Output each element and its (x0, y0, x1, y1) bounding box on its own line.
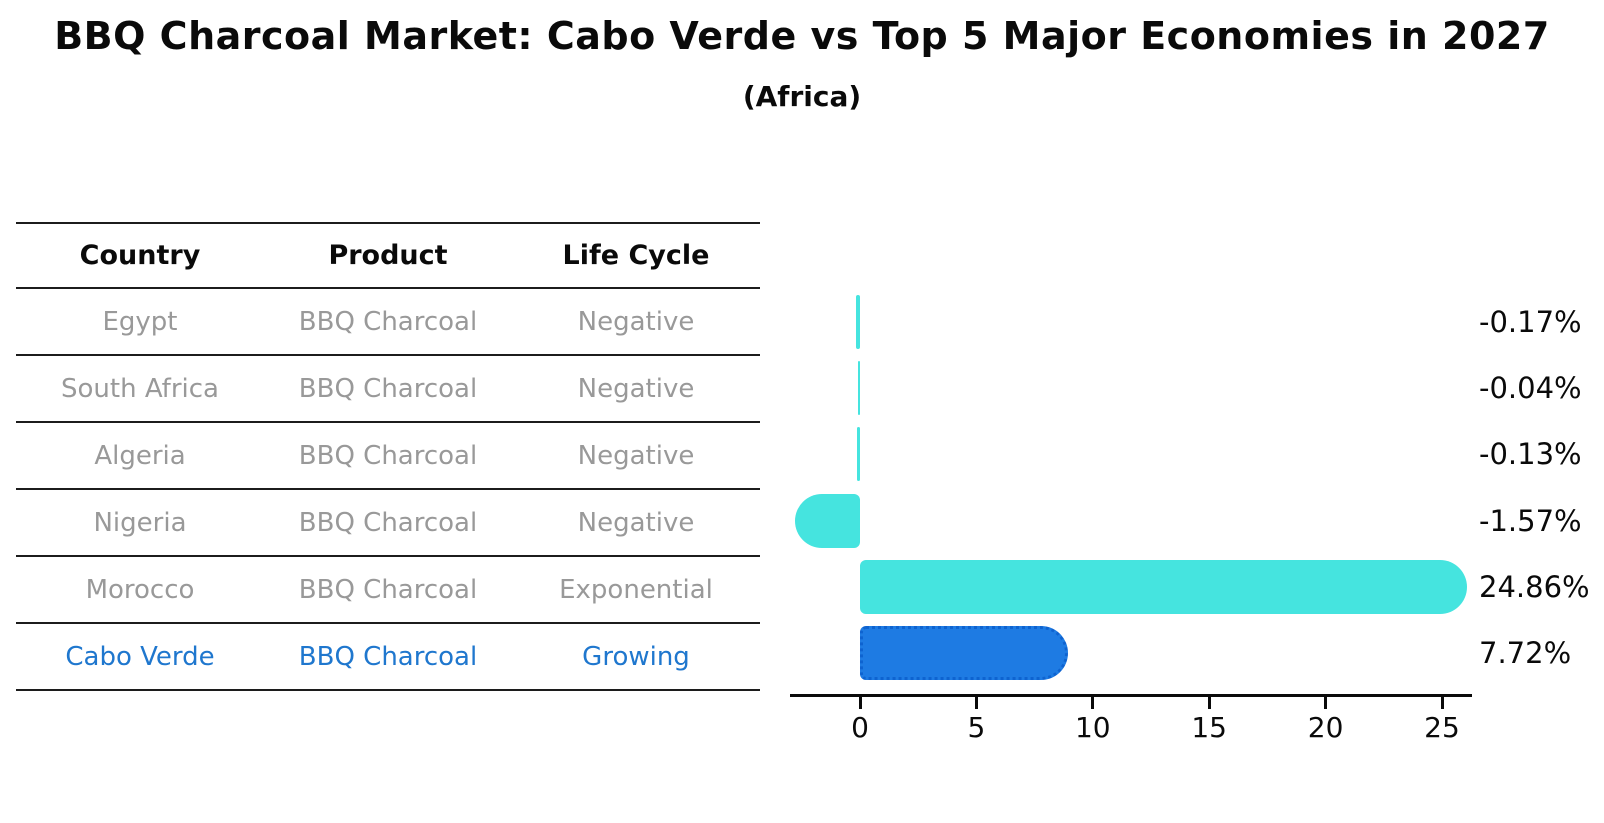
cell-life-cycle: Exponential (559, 574, 713, 605)
cell-life-cycle: Negative (577, 306, 695, 337)
x-axis-tick-label-25: 25 (1424, 711, 1460, 744)
cell-life-cycle: Negative (577, 373, 695, 404)
table-row-algeria: Algeria BBQ Charcoal Negative (16, 423, 760, 490)
bar-nigeria (795, 493, 860, 548)
cell-country: Cabo Verde (65, 641, 215, 672)
bar-value-label-south-africa: -0.04% (1479, 371, 1582, 406)
bar-morocco (860, 559, 1467, 614)
country-table: Country Product Life Cycle Egypt BBQ Char… (16, 222, 760, 691)
x-axis-tick-5 (974, 697, 978, 709)
bar-egypt (856, 295, 860, 349)
x-axis-tick-25 (1440, 697, 1444, 709)
cell-country: Nigeria (93, 507, 187, 538)
column-header-lifecycle: Life Cycle (562, 240, 710, 271)
cell-life-cycle: Growing (582, 641, 690, 672)
column-header-country: Country (79, 240, 201, 271)
bar-south-africa (858, 361, 860, 416)
x-axis-tick-label-20: 20 (1307, 711, 1344, 744)
table-header-row: Country Product Life Cycle (16, 222, 760, 289)
chart-subtitle: (Africa) (742, 80, 862, 113)
cell-product: BBQ Charcoal (298, 574, 478, 605)
cell-product: BBQ Charcoal (298, 306, 478, 337)
column-header-product: Product (328, 240, 448, 271)
table-row-south-africa: South Africa BBQ Charcoal Negative (16, 356, 760, 423)
table-row-nigeria: Nigeria BBQ Charcoal Negative (16, 490, 760, 557)
x-axis-tick-20 (1324, 697, 1328, 709)
cell-product: BBQ Charcoal (298, 641, 478, 672)
cell-product: BBQ Charcoal (298, 507, 478, 538)
x-axis-tick-label-5: 5 (967, 711, 986, 744)
bar-cabo-verde (860, 626, 1068, 680)
chart-title: BBQ Charcoal Market: Cabo Verde vs Top 5… (54, 14, 1550, 58)
cell-life-cycle: Negative (577, 440, 695, 471)
x-axis-tick-label-0: 0 (851, 711, 869, 744)
bar-value-label-nigeria: -1.57% (1479, 503, 1582, 538)
cell-country: South Africa (61, 373, 219, 404)
x-axis-tick-10 (1091, 697, 1095, 709)
bar-value-label-morocco: 24.86% (1479, 569, 1590, 604)
x-axis-tick-0 (858, 697, 862, 709)
cell-product: BBQ Charcoal (298, 373, 478, 404)
cell-country: Egypt (102, 306, 178, 337)
cell-life-cycle: Negative (577, 507, 695, 538)
bar-algeria (856, 427, 860, 482)
x-axis-line (790, 694, 1472, 697)
x-axis-tick-label-15: 15 (1191, 711, 1228, 744)
bar-value-label-egypt: -0.17% (1479, 305, 1582, 339)
bar-value-label-algeria: -0.13% (1479, 437, 1582, 472)
cell-country: Morocco (85, 574, 195, 605)
table-row-egypt: Egypt BBQ Charcoal Negative (16, 289, 760, 356)
table-row-cabo-verde: Cabo Verde BBQ Charcoal Growing (16, 624, 760, 691)
cell-country: Algeria (94, 440, 186, 471)
bar-value-label-cabo-verde: 7.72% (1479, 636, 1572, 670)
cell-product: BBQ Charcoal (298, 440, 478, 471)
x-axis-tick-label-10: 10 (1074, 711, 1111, 744)
table-row-morocco: Morocco BBQ Charcoal Exponential (16, 557, 760, 624)
table-body: Egypt BBQ Charcoal Negative South Africa BBQ… (16, 289, 760, 691)
x-axis-tick-15 (1207, 697, 1211, 709)
